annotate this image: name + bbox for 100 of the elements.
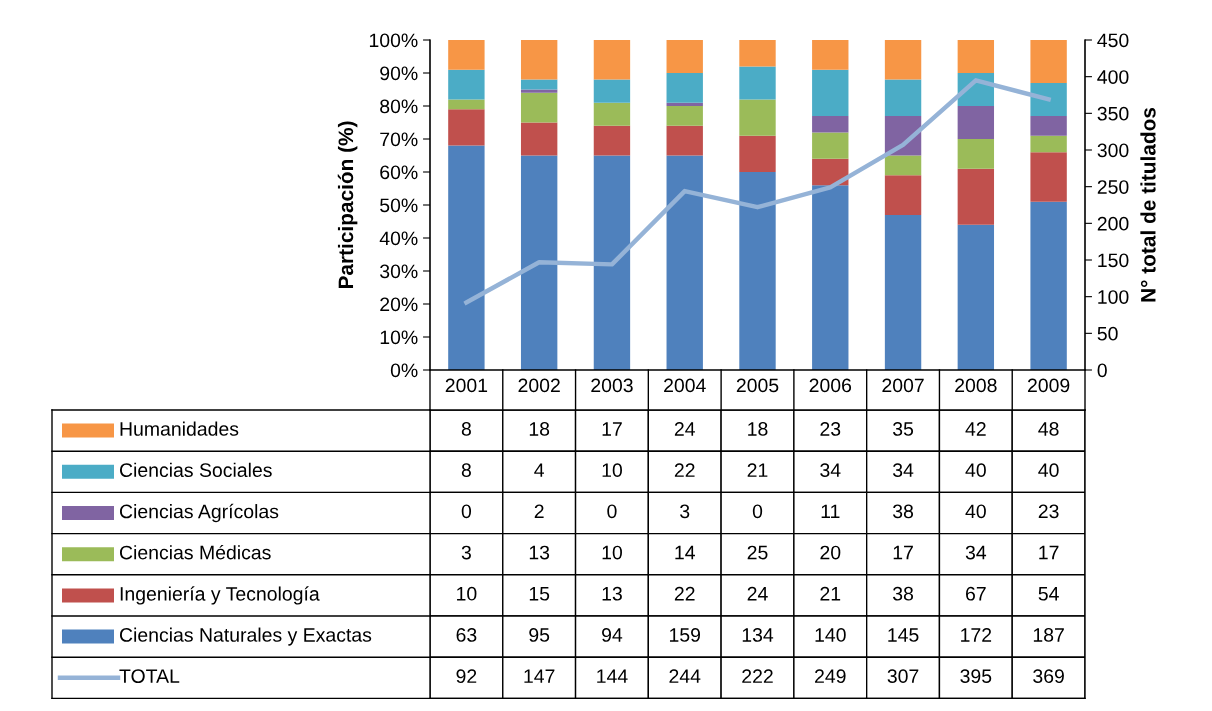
- data-label: 159: [669, 628, 701, 642]
- data-label: 38: [892, 504, 914, 519]
- bar: [812, 40, 849, 70]
- x-tick-label: 2006: [809, 378, 852, 393]
- x-tick-label: 2002: [518, 378, 560, 393]
- data-label: 38: [892, 586, 914, 601]
- data-label: 34: [892, 463, 914, 478]
- legend-label: TOTAL: [119, 669, 180, 684]
- data-label: 13: [529, 545, 550, 560]
- y-tick-label: 90%: [380, 66, 418, 81]
- data-label: 369: [1033, 669, 1064, 684]
- x-tick-label: 2009: [1027, 378, 1070, 393]
- y-tick-label: 70%: [380, 132, 418, 147]
- legend-label: Ciencias Agrícolas: [119, 503, 279, 523]
- legend-label: Ciencias Naturales y Exactas: [119, 627, 372, 646]
- data-label: 3: [680, 504, 690, 519]
- y2-tick-label: 150: [1098, 253, 1129, 268]
- data-label: 40: [965, 504, 986, 519]
- data-label: 249: [815, 669, 846, 684]
- bar: [957, 224, 995, 370]
- data-label: 14: [675, 545, 695, 560]
- bar: [739, 66, 776, 100]
- bar: [448, 99, 485, 110]
- x-tick-label: 2003: [591, 378, 633, 393]
- bar: [739, 99, 776, 136]
- y2-tick-label: 350: [1097, 106, 1129, 121]
- bar: [957, 168, 995, 225]
- data-label: 134: [742, 628, 774, 642]
- data-label: 147: [524, 669, 555, 683]
- bar: [884, 79, 922, 116]
- bar: [812, 115, 849, 133]
- data-label: 2: [534, 504, 544, 519]
- bar: [520, 155, 558, 370]
- x-tick-label: 2001: [445, 378, 488, 393]
- bar: [520, 79, 558, 90]
- data-label: 40: [965, 463, 986, 478]
- data-label: 0: [461, 504, 472, 519]
- bar: [448, 69, 485, 100]
- bar: [1030, 152, 1067, 202]
- data-label: 48: [1038, 422, 1059, 436]
- data-label: 144: [597, 669, 628, 683]
- data-label: 187: [1033, 628, 1064, 642]
- data-label: 63: [456, 628, 477, 642]
- data-label: 17: [1039, 545, 1059, 560]
- data-label: 23: [1038, 504, 1059, 519]
- bar: [593, 125, 631, 156]
- data-label: 40: [1038, 463, 1059, 478]
- bar: [448, 145, 485, 370]
- bar: [666, 155, 703, 370]
- data-label: 34: [965, 545, 987, 560]
- data-label: 0: [607, 504, 617, 519]
- data-label: 15: [529, 587, 550, 601]
- bar: [739, 135, 776, 172]
- bar: [957, 106, 995, 139]
- legend-label: Humanidades: [120, 421, 239, 436]
- data-label: 22: [674, 586, 695, 601]
- y2-tick-label: 200: [1097, 216, 1129, 231]
- bar: [520, 89, 558, 93]
- bar: [520, 92, 558, 123]
- bar: [812, 132, 849, 159]
- data-label: 24: [747, 586, 768, 601]
- data-label: 4: [534, 463, 545, 477]
- x-tick-label: 2004: [664, 378, 706, 393]
- data-label: 21: [747, 463, 768, 477]
- data-label: 244: [669, 669, 701, 683]
- y2-tick-label: 250: [1097, 180, 1129, 194]
- data-label: 54: [1038, 587, 1059, 601]
- y-tick-label: 60%: [380, 165, 418, 180]
- bar: [448, 40, 485, 70]
- y-tick-label: 50%: [380, 198, 418, 213]
- y2-tick-label: 450: [1097, 33, 1129, 48]
- data-label: 17: [602, 422, 622, 436]
- data-label: 10: [457, 586, 477, 601]
- bar: [1030, 201, 1067, 370]
- legend-label: Ingeniería y Tecnología: [120, 586, 320, 605]
- bar: [1030, 40, 1067, 83]
- bar: [957, 40, 995, 73]
- bar: [666, 40, 703, 73]
- data-label: 172: [961, 628, 992, 642]
- data-label: 18: [529, 422, 550, 436]
- data-label: 10: [602, 545, 622, 560]
- data-label: 11: [821, 504, 840, 519]
- data-label: 92: [456, 669, 477, 684]
- bar: [884, 214, 922, 370]
- data-label: 21: [820, 586, 841, 601]
- bar: [520, 122, 558, 156]
- bar: [593, 40, 631, 80]
- bar: [1030, 82, 1067, 116]
- bar: [593, 79, 631, 103]
- bar: [593, 102, 631, 126]
- y2-axis-title: N° total de titulados: [1140, 107, 1156, 302]
- bar: [884, 155, 922, 176]
- data-label: 395: [960, 669, 992, 684]
- bar: [812, 158, 849, 186]
- bar: [666, 102, 703, 106]
- bar: [957, 139, 995, 169]
- bar: [739, 172, 776, 370]
- x-tick-label: 2005: [736, 378, 779, 393]
- y-tick-label: 10%: [380, 330, 418, 345]
- legend-label: Ciencias Sociales: [119, 462, 272, 478]
